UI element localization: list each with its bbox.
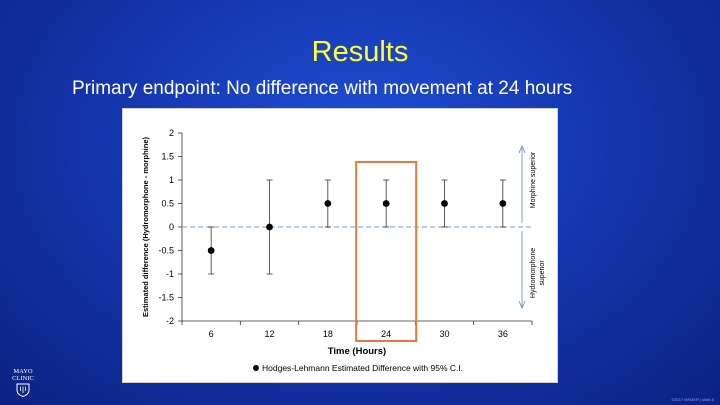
results-chart: 2 1.5 1 0.5 0 -0.5 -1 -1.5 -2 6 12 18 24 30 36 Time (Ho… [122, 108, 558, 383]
y-tick-label: 0.5 [161, 199, 174, 209]
shield-icon [16, 383, 30, 397]
x-tick-label: 24 [381, 329, 391, 339]
data-point [441, 200, 448, 207]
y-tick-label: 2 [169, 128, 174, 138]
logo-text-mayo: MAYO [13, 368, 33, 375]
x-tick-label: 12 [264, 329, 274, 339]
x-axis-title: Time (Hours) [328, 346, 386, 357]
logo-text-clinic: CLINIC [12, 375, 34, 382]
legend-marker [253, 365, 259, 371]
chart-panel: 2 1.5 1 0.5 0 -0.5 -1 -1.5 -2 6 12 18 24 30 36 Time (Ho… [122, 108, 558, 383]
legend-label: Hodges-Lehmann Estimated Difference with… [262, 363, 463, 373]
arrow-up-head [518, 144, 526, 154]
y-tick-label: -1 [166, 269, 174, 279]
y-tick-label: 1 [169, 175, 174, 185]
annotation-hydromorphone-line1: Hydromorphone [530, 248, 537, 298]
arrow-down-head [518, 300, 526, 310]
y-tick-label: 0 [169, 222, 174, 232]
y-tick-label: 1.5 [161, 152, 174, 162]
data-point [266, 223, 273, 231]
slide-title: Results [311, 36, 409, 68]
chart-border [122, 108, 558, 383]
highlight-box-24h [355, 161, 418, 342]
x-tick-label: 6 [209, 329, 214, 339]
y-tick-label: -0.5 [158, 246, 174, 256]
x-tick-label: 18 [323, 329, 333, 339]
data-point [382, 200, 390, 207]
x-tick-label: 36 [498, 329, 508, 339]
data-point [207, 247, 215, 254]
y-axis-title: Estimated difference (Hydromorphone - mo… [141, 136, 150, 317]
data-point [324, 200, 332, 207]
y-tick-label: -1.5 [158, 293, 174, 303]
mayo-clinic-logo: MAYO CLINIC [8, 368, 38, 397]
annotation-hydromorphone-line2: superior [539, 260, 546, 286]
data-point [499, 200, 507, 207]
annotation-morphine-superior: Morphine superior [530, 151, 537, 208]
x-tick-label: 30 [439, 329, 449, 339]
slide-subtitle: Primary endpoint: No difference with mov… [72, 78, 573, 99]
copyright-text: ©2017 MFMER | slide-6 [671, 397, 714, 402]
y-tick-label: -2 [166, 316, 174, 326]
